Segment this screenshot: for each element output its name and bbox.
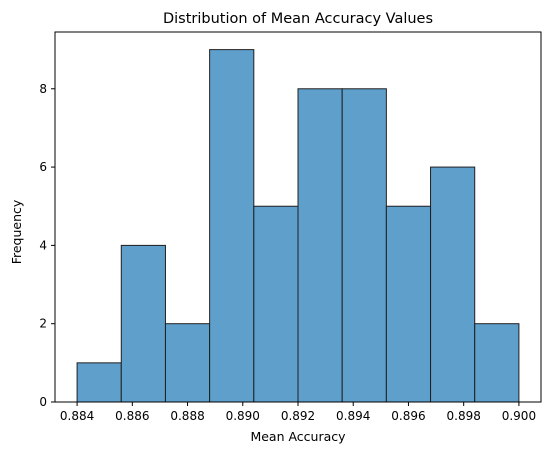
x-tick-label: 0.898 (447, 409, 481, 423)
histogram-bar (431, 167, 475, 402)
y-tick-label: 2 (39, 317, 47, 331)
y-axis-ticks: 0 2 4 6 8 (39, 82, 55, 409)
x-axis-ticks: 0.884 0.886 0.888 0.890 0.892 0.894 0.896 0.898… (60, 402, 536, 423)
y-axis-label: Frequency (9, 199, 24, 264)
x-tick-label: 0.888 (170, 409, 204, 423)
histogram-bar (210, 50, 254, 402)
histogram-bar (386, 206, 430, 402)
x-tick-label: 0.884 (60, 409, 94, 423)
histogram-bar (475, 324, 519, 402)
bars-group (77, 50, 519, 402)
y-tick-label: 8 (39, 82, 47, 96)
histogram-bar (165, 324, 209, 402)
x-tick-label: 0.900 (502, 409, 536, 423)
histogram-bar (121, 245, 165, 402)
y-tick-label: 0 (39, 395, 47, 409)
x-tick-label: 0.892 (281, 409, 315, 423)
histogram-bar (298, 89, 342, 402)
x-tick-label: 0.896 (391, 409, 425, 423)
histogram-bar (77, 363, 121, 402)
y-tick-label: 6 (39, 160, 47, 174)
x-tick-label: 0.894 (336, 409, 370, 423)
x-tick-label: 0.886 (115, 409, 149, 423)
x-tick-label: 0.890 (226, 409, 260, 423)
histogram-bar (342, 89, 386, 402)
chart-title: Distribution of Mean Accuracy Values (163, 11, 433, 27)
histogram-bar (254, 206, 298, 402)
x-axis-label: Mean Accuracy (250, 429, 346, 444)
y-tick-label: 4 (39, 238, 47, 252)
